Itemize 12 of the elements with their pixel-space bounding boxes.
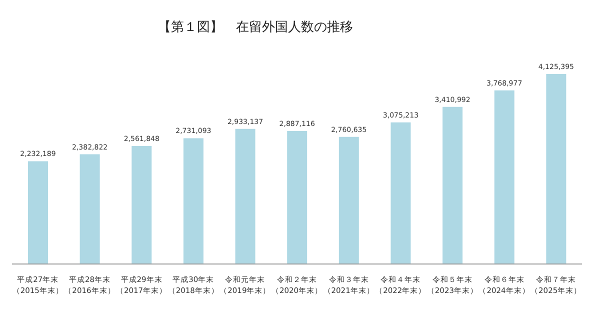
bar	[235, 128, 256, 264]
bar	[287, 131, 308, 264]
bar	[28, 161, 48, 264]
bar	[338, 136, 359, 264]
bar	[442, 106, 463, 264]
bar	[132, 146, 152, 264]
bar	[390, 122, 411, 264]
bar	[183, 138, 204, 264]
bar	[80, 154, 100, 264]
chart-title: 【第１図】 在留外国人数の推移	[157, 19, 354, 37]
bar	[494, 90, 514, 264]
bar	[546, 74, 566, 264]
